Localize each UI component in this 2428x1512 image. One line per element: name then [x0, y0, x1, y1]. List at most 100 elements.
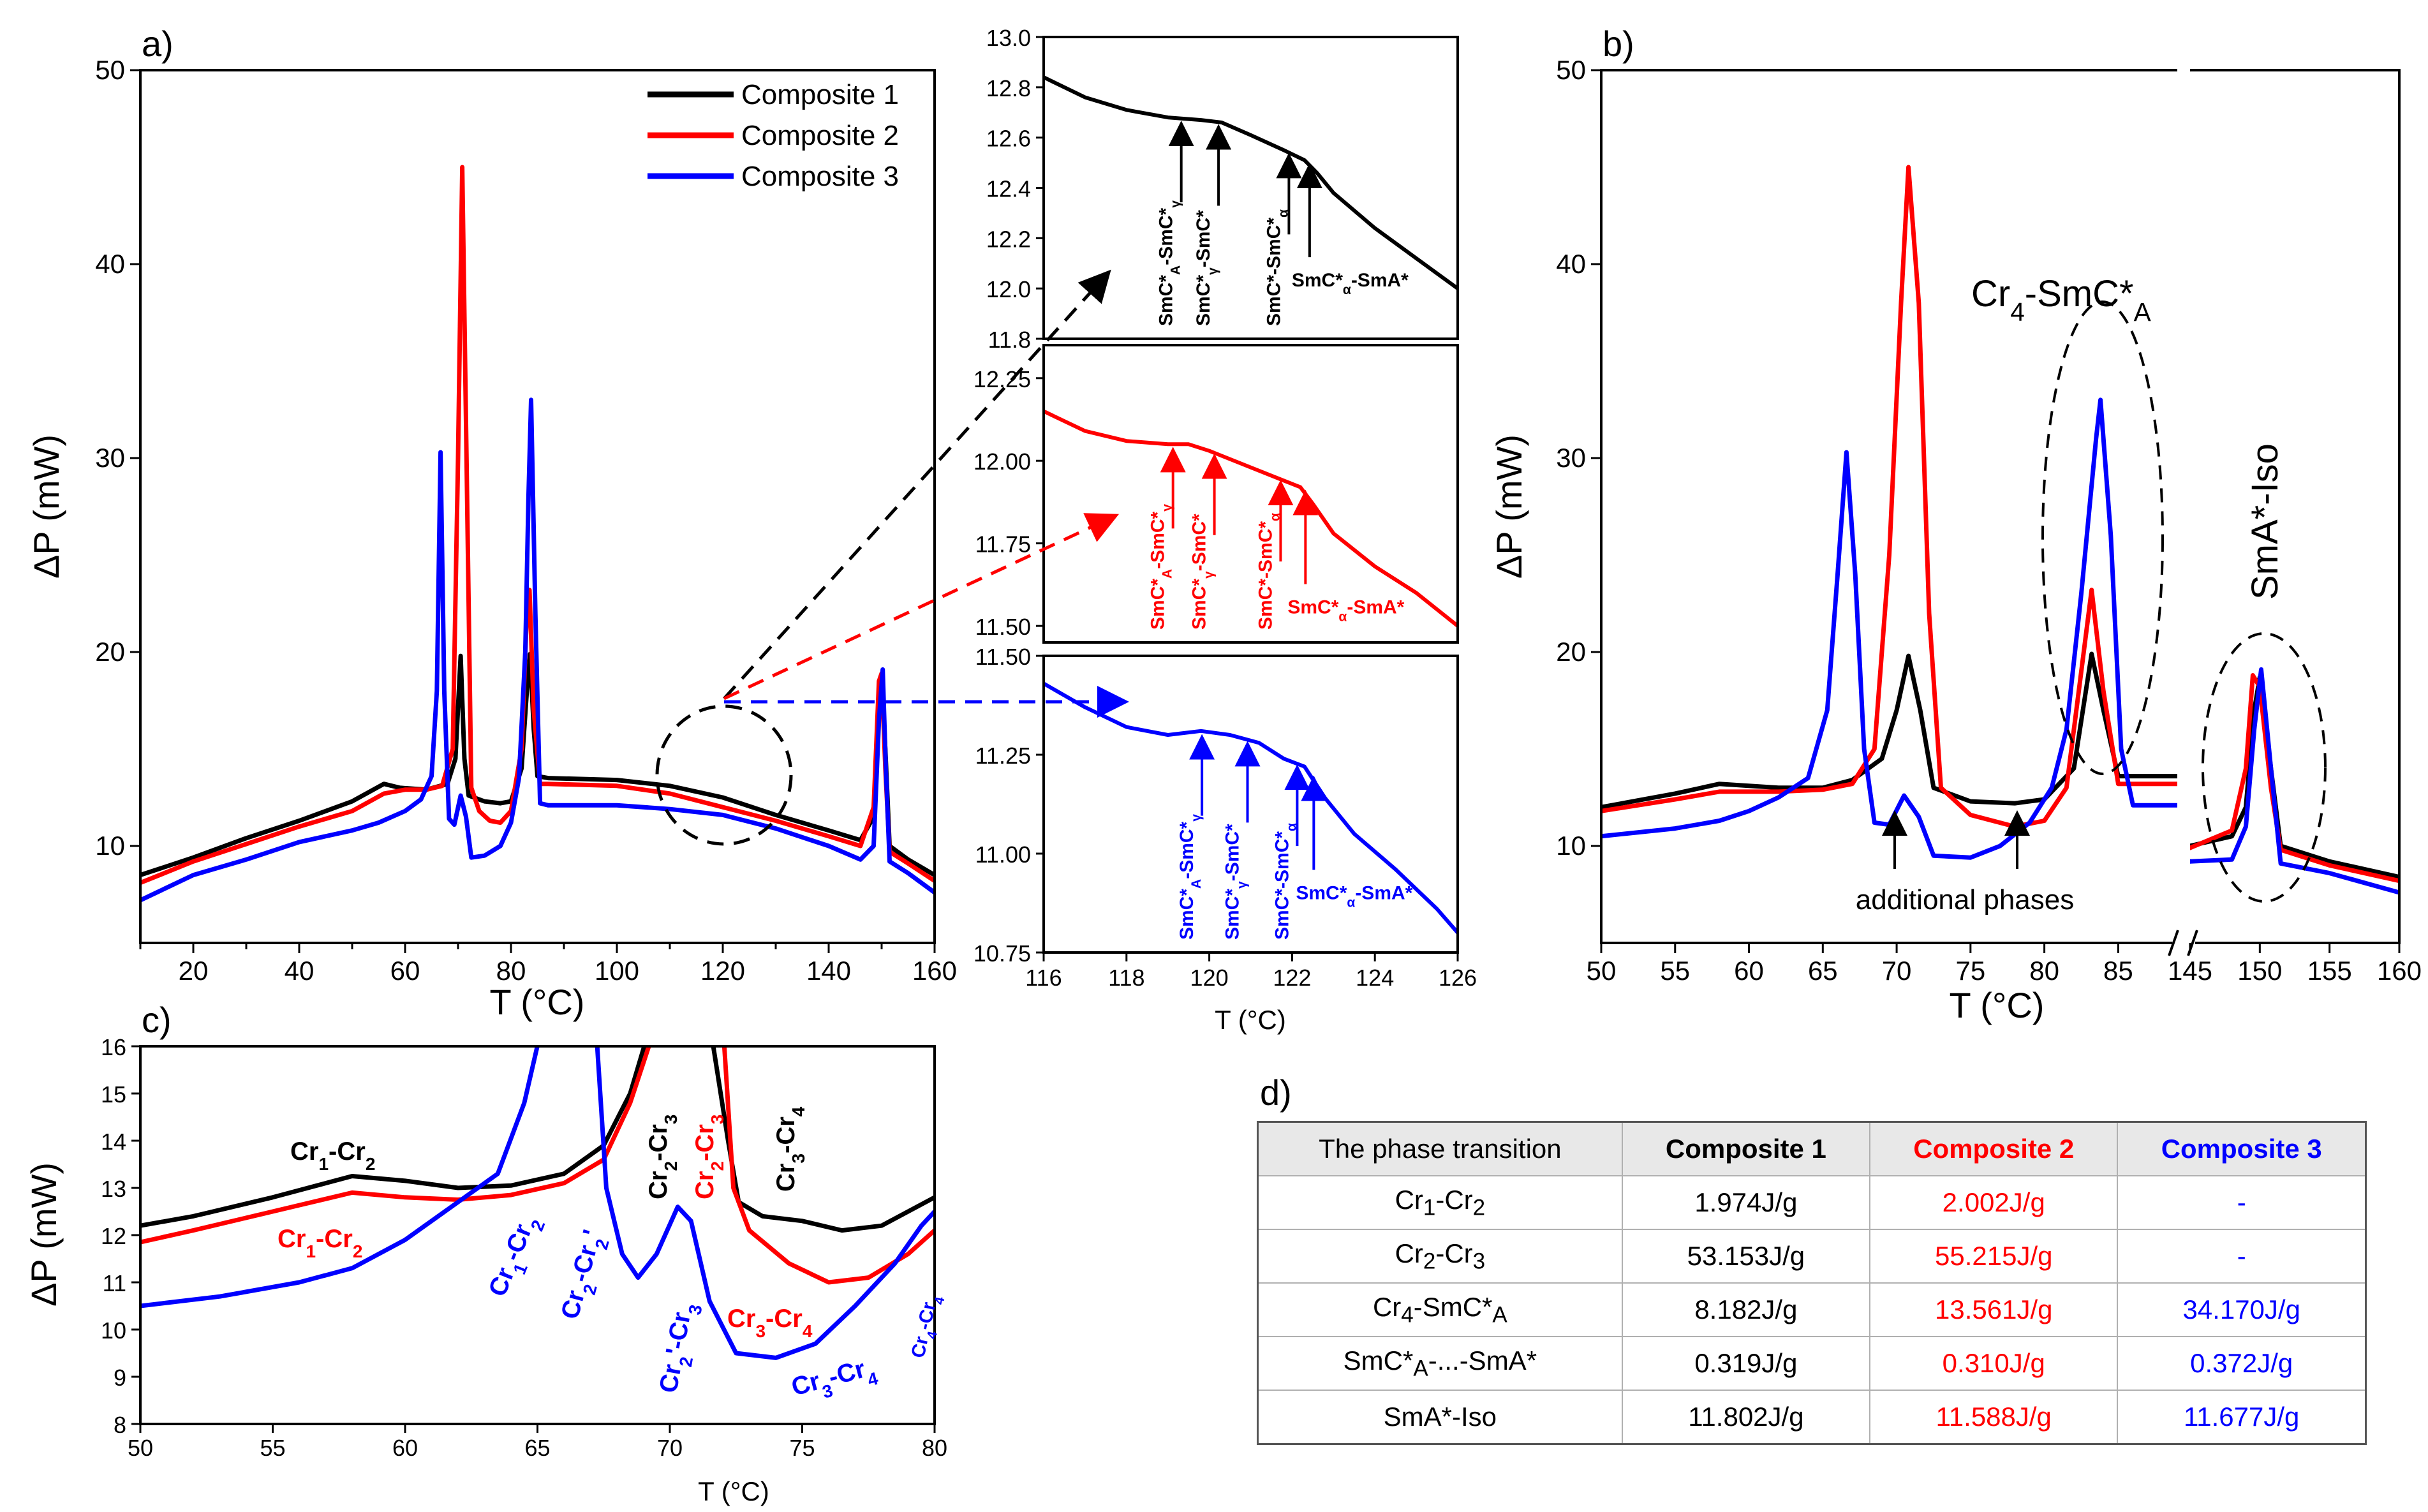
x-axis-a-tick-label: 140	[806, 956, 851, 986]
c-annotation-label-6: Cr2-Cr3	[691, 1115, 727, 1199]
c-annotation-label-3: Cr1-Cr2	[484, 1211, 549, 1303]
inset-1-annotation-label-part: A	[1168, 265, 1183, 275]
c-annotation-label-1-part: -Cr	[329, 1138, 366, 1166]
inset-1-y-axis-tick-label: 12.2	[986, 226, 1031, 252]
legend-label-1: Composite 1	[741, 79, 899, 110]
inset-3-annotation-label-part: SmC*	[1222, 889, 1243, 940]
y-axis-c-tick-label: 16	[101, 1034, 126, 1060]
inset-2-annotation-label-part: A	[1160, 569, 1174, 579]
panel-label-c: c)	[142, 1000, 172, 1040]
c-annotation-label-4: Cr2-Cr2'	[556, 1227, 614, 1324]
table-row: SmC*A-...-SmA* 0.319J/g 0.310J/g 0.372J/g	[1257, 1336, 2367, 1391]
zoom-link-black	[723, 269, 1111, 700]
c-annotation-label-7-part: 2	[675, 1355, 696, 1368]
table-row: SmA*-Iso 11.802J/g 11.588J/g 11.677J/g	[1257, 1390, 2367, 1445]
inset-1-annotation-label-part: SmC*	[1292, 270, 1343, 291]
zoom-circle	[655, 704, 793, 846]
inset-3-x-axis-tick-label: 126	[1439, 965, 1477, 991]
inset-2-y-axis-tick-label: 12.00	[973, 448, 1031, 475]
x-axis-b-left-tick-label: 70	[1882, 956, 1912, 986]
inset-1-annotation-label-part: α	[1343, 283, 1351, 297]
x-axis-c-tick-label: 50	[128, 1435, 153, 1461]
table-cell-c1: 1.974J/g	[1621, 1175, 1871, 1230]
x-axis-a-tick-label: 100	[595, 956, 639, 986]
annotation-cr4-smca-part: A	[2134, 297, 2151, 327]
y-axis-a-tick-label: 20	[95, 637, 125, 667]
x-axis-b-right-tick-label: 160	[2377, 956, 2422, 986]
annotation-cr4-smca-part: Cr	[1971, 273, 2010, 315]
x-axis-a-tick-label: 120	[700, 956, 745, 986]
panel-label-a: a)	[142, 24, 174, 64]
x-axis-b-right-tick-label: 150	[2237, 956, 2282, 986]
inset-1-annotation-label-part: γ	[1168, 200, 1183, 208]
transition-text-part: 2	[1423, 1249, 1436, 1274]
inset-3-annotation-label-part: A	[1189, 879, 1204, 889]
c-annotation-label-10-part: -Cr	[825, 1355, 868, 1391]
y-axis-b-tick-label: 40	[1556, 249, 1586, 279]
c-series-line-2	[711, 1046, 935, 1233]
x-axis-c-tick-label: 55	[260, 1435, 285, 1461]
c-annotation-label-7-part: Cr	[655, 1362, 687, 1395]
inset-2-annotation-label-part: -SmC*	[1148, 511, 1169, 568]
inset-3-annotation-label-part: α	[1284, 823, 1299, 831]
enthalpy-table: The phase transition Composite 1 Composi…	[1257, 1121, 2367, 1445]
table-cell-c1: 0.319J/g	[1621, 1336, 1871, 1391]
c-annotation-label-8-part: 3	[788, 1153, 808, 1164]
inset-1-frame	[1042, 36, 1459, 340]
inset-1-annotation-label-part: SmC*	[1193, 275, 1214, 326]
zoom-link-red	[723, 513, 1120, 700]
y-axis-title-b: ΔP (mW)	[1489, 434, 1529, 579]
c-series-line-1	[140, 1046, 647, 1228]
c-annotation-label-6-part: Cr	[691, 1171, 719, 1199]
transition-text-part: Cr	[1372, 1291, 1402, 1322]
inset-2-y-axis-tick-label: 11.50	[975, 614, 1031, 640]
table-cell-c1: 53.153J/g	[1621, 1229, 1871, 1284]
inset-3: 10.75 11.00 11.25 11.50 116 118 120 122 124 126 T …	[973, 644, 1477, 1035]
x-axis-title-c: T (°C)	[698, 1476, 769, 1506]
y-axis-c-tick-label: 14	[101, 1129, 126, 1155]
inset-3-annotation-label-part: SmC*	[1176, 889, 1197, 940]
inset-1-annotation-label-part: -SmC*	[1193, 210, 1214, 267]
inset-3-annotation-label: SmC*α-SmA*	[1296, 883, 1412, 910]
c-annotation-label-2-part: 1	[306, 1241, 316, 1261]
y-axis-c-tick-label: 10	[101, 1317, 126, 1344]
transition-text-part: -Cr	[1435, 1238, 1473, 1268]
c-annotation-label-5-part: -Cr	[644, 1124, 672, 1161]
x-axis-b-right-tick-label: 155	[2307, 956, 2352, 986]
table-cell-c2: 55.215J/g	[1869, 1229, 2119, 1284]
c-annotation-label-8-part: 4	[788, 1106, 808, 1116]
transition-text-part: SmC*	[1343, 1345, 1414, 1375]
inset-3-annotation-label: SmC*A-SmC*γ	[1176, 814, 1204, 940]
y-axis-b-tick-label: 20	[1556, 637, 1586, 667]
legend-label-3: Composite 3	[741, 161, 899, 192]
transition-text-part: 1	[1423, 1195, 1436, 1220]
table-cell-c1: 8.182J/g	[1621, 1282, 1871, 1337]
inset-2-annotation-label-part: -SmA*	[1347, 597, 1404, 618]
c-annotation-label-4-part: 2	[591, 1237, 612, 1252]
c-annotation-label-2: Cr1-Cr2	[278, 1225, 362, 1261]
table-cell-transition: Cr1-Cr2	[1257, 1175, 1623, 1230]
x-axis-a-tick-label: 160	[912, 956, 957, 986]
c-annotation-label-10-part: 4	[865, 1368, 880, 1390]
inset-1-annotation-label-part: γ	[1206, 267, 1220, 275]
inset-2: 11.5011.7512.0012.25SmC*A-SmC*γSmC*γ-SmC…	[973, 344, 1459, 644]
inset-3-y-axis-tick-label: 11.50	[975, 644, 1031, 670]
inset-2-annotation-label-part: SmC*	[1189, 579, 1210, 630]
transition-text-part: 4	[1401, 1302, 1414, 1328]
c-annotation-label-8-part: Cr	[772, 1164, 800, 1192]
inset-3-x-axis-tick-label: 122	[1273, 965, 1311, 991]
table-cell-c3: -	[2117, 1175, 2367, 1230]
c-annotation-label-11-part: Cr	[908, 1335, 933, 1360]
x-axis-b-left-tick-label: 60	[1734, 956, 1764, 986]
x-axis-a-tick-label: 80	[496, 956, 526, 986]
transition-text-part: A	[1492, 1302, 1507, 1328]
x-axis-b-left-tick-label: 80	[2029, 956, 2059, 986]
inset-2-annotation-label-part: γ	[1201, 571, 1216, 579]
inset-1-y-axis-tick-label: 12.4	[986, 176, 1031, 202]
axis-break-mark	[2168, 930, 2179, 956]
annotation-additional-phases: additional phases	[1856, 884, 2074, 915]
c-annotation-label-9-part: 3	[755, 1321, 766, 1341]
inset-1-annotation-label-part: α	[1276, 209, 1291, 218]
inset-1-y-axis-tick-label: 13.0	[986, 25, 1031, 51]
